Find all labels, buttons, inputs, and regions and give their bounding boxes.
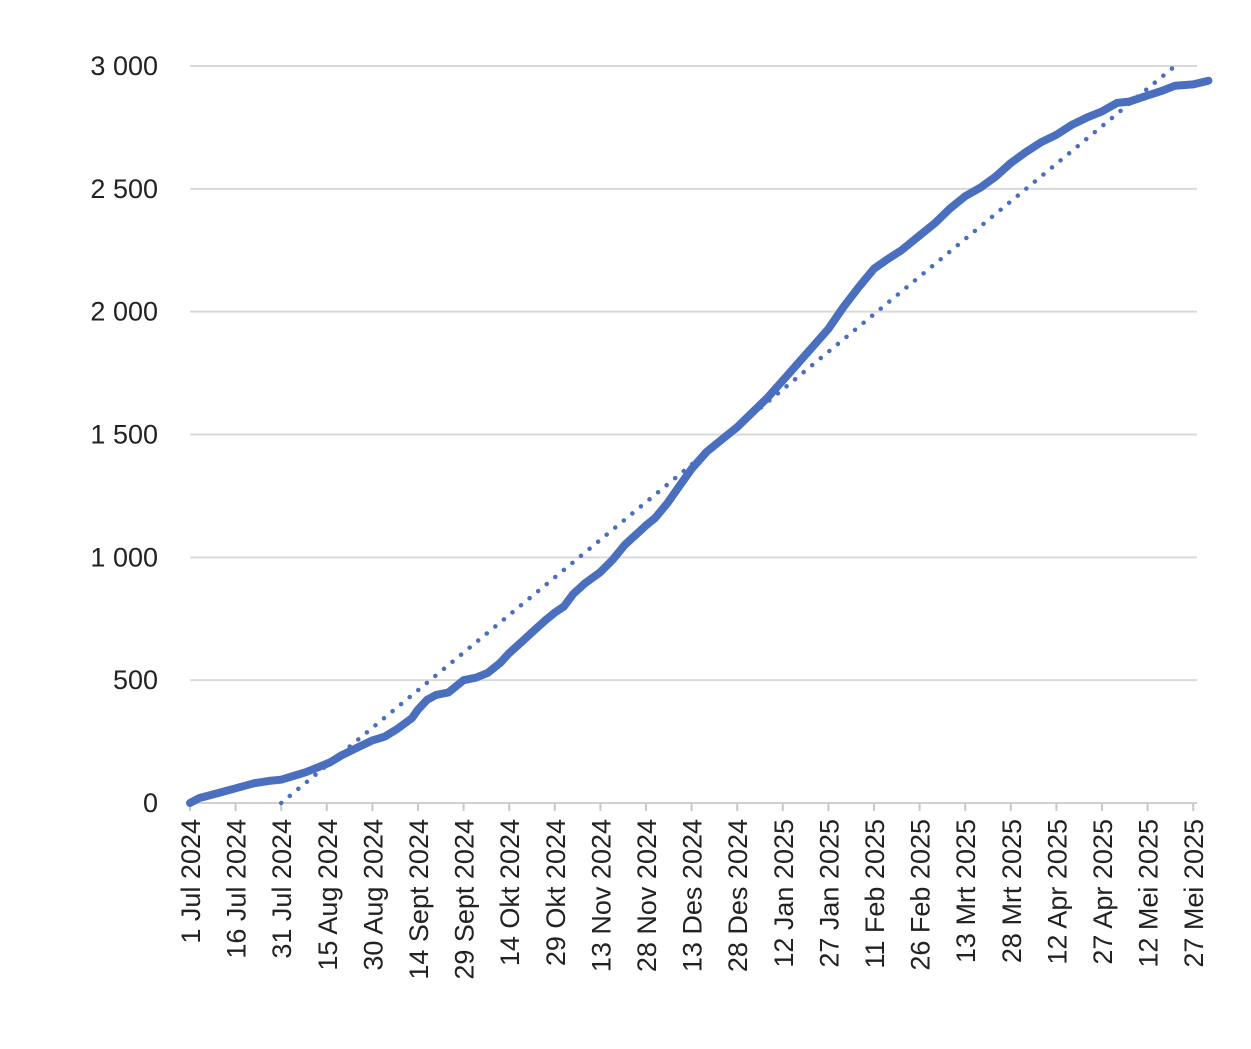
x-tick-label: 13 Nov 2024 [586,819,616,972]
x-tick-label: 16 Jul 2024 [222,819,252,959]
x-tick-label: 11 Feb 2025 [860,819,890,969]
series-line [186,76,1213,807]
plot-series [186,63,1213,807]
x-tick-label: 14 Okt 2024 [495,819,525,966]
x-tick-label: 30 Aug 2024 [358,819,388,971]
x-tick-label: 28 Des 2024 [723,819,753,972]
x-tick-label: 27 Mei 2025 [1179,819,1209,968]
x-tick-label: 14 Sept 2024 [404,819,434,980]
y-tick-label: 2 000 [90,297,158,327]
y-tick-label: 1 500 [90,420,158,450]
x-tick-label: 27 Apr 2025 [1088,819,1118,965]
y-axis-tick-labels: 0 500 1 000 1 500 2 000 2 500 3 000 [90,51,158,818]
x-axis-ticks: 1 Jul 2024 16 Jul 2024 31 Jul 2024 15 Aug 2… [176,803,1209,980]
trendline-dotted [278,63,1178,806]
y-tick-label: 3 000 [90,51,158,81]
x-tick-label: 15 Aug 2024 [313,819,343,971]
y-tick-label: 1 000 [90,542,158,572]
x-tick-label: 29 Okt 2024 [541,819,571,966]
x-tick-label: 26 Feb 2025 [906,819,936,971]
x-tick-label: 12 Jan 2025 [769,819,799,968]
x-tick-label: 28 Nov 2024 [632,819,662,972]
x-tick-label: 1 Jul 2024 [176,819,206,944]
x-tick-label: 12 Mei 2025 [1134,819,1164,968]
gridlines [190,65,1197,682]
y-tick-label: 0 [143,788,158,818]
x-tick-label: 28 Mrt 2025 [997,819,1027,963]
x-tick-label: 31 Jul 2024 [267,819,297,959]
y-tick-label: 2 500 [90,174,158,204]
x-tick-label: 13 Mrt 2025 [951,819,981,963]
x-tick-label: 29 Sept 2024 [450,819,480,980]
x-tick-label: 27 Jan 2025 [814,819,844,968]
y-tick-label: 500 [113,665,158,695]
x-tick-label: 13 Des 2024 [678,819,708,972]
x-tick-label: 12 Apr 2025 [1042,819,1072,965]
